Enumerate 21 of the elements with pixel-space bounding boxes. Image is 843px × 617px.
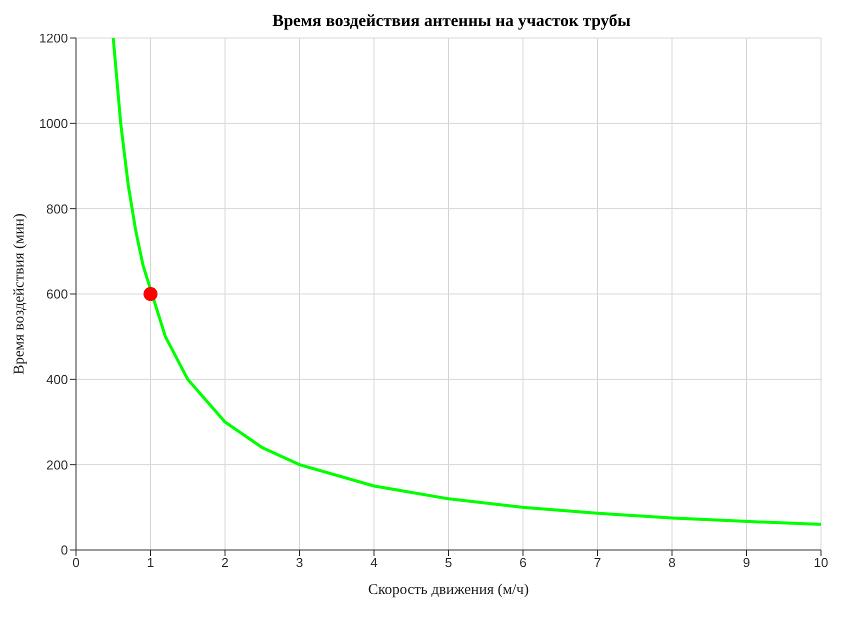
x-axis-title: Скорость движения (м/ч) [368, 582, 529, 598]
y-tick-label: 200 [46, 457, 68, 472]
x-tick-label: 7 [594, 555, 602, 570]
y-tick-label: 1000 [39, 116, 68, 131]
x-tick-label: 9 [742, 555, 750, 570]
y-tick-label: 600 [46, 286, 68, 302]
y-tick-label: 0 [60, 542, 68, 558]
x-tick-label: 4 [370, 555, 378, 570]
line-series [112, 38, 821, 526]
x-tick-label: 0 [72, 555, 80, 570]
y-axis-title: Время воздействия (мин) [11, 213, 28, 375]
x-tick-label: 3 [296, 555, 304, 570]
y-tick-label: 800 [46, 201, 68, 216]
x-tick-label: 2 [221, 555, 229, 570]
x-tick-label: 10 [814, 555, 828, 570]
x-tick-label: 6 [519, 555, 527, 570]
x-tick-label: 1 [146, 555, 154, 570]
x-tick-label: 5 [444, 555, 452, 570]
y-tick-label: 400 [46, 372, 68, 387]
chart-title: Время воздействия антенны на участок трубы [271, 10, 632, 32]
x-tick-label: 8 [668, 555, 676, 570]
